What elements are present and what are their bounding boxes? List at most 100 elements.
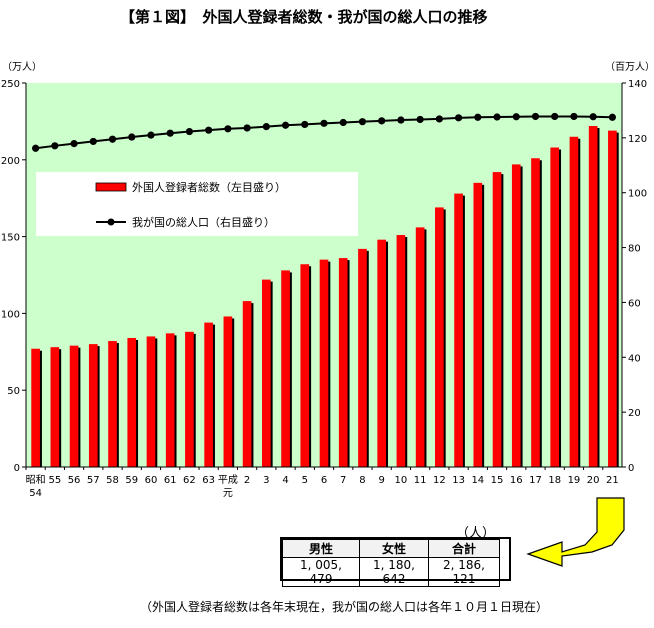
bar: [473, 182, 483, 467]
right-tick-label: 140: [628, 79, 647, 90]
right-tick-label: 80: [628, 244, 641, 255]
table-header-row: 男性 女性 合計: [282, 539, 500, 558]
population-point: [608, 113, 616, 121]
bar: [358, 248, 367, 467]
bar: [185, 331, 194, 467]
population-point: [551, 112, 559, 121]
bar: [435, 207, 444, 467]
population-point: [416, 115, 424, 124]
bar: [108, 341, 117, 467]
x-tick-label: 58: [106, 475, 119, 486]
population-point: [435, 115, 443, 123]
bar: [204, 322, 213, 467]
right-tick-label: 0: [628, 463, 634, 474]
x-tick-label: 20: [587, 475, 600, 486]
x-tick-label: 56: [68, 475, 81, 486]
value-total: 2, 186, 121: [428, 557, 500, 587]
population-point: [32, 144, 40, 152]
bar: [300, 264, 310, 467]
population-point: [185, 127, 194, 136]
line-series: [32, 112, 616, 152]
x-tick-label: 63: [202, 475, 215, 486]
population-point: [108, 135, 117, 143]
right-tick-label: 20: [628, 408, 641, 419]
header-female: 女性: [359, 539, 429, 558]
x-tick-label: 62: [183, 475, 196, 486]
population-point: [70, 140, 78, 148]
x-tick-label: 19: [568, 475, 581, 486]
population-point: [281, 121, 290, 129]
x-tick-label: 60: [145, 475, 158, 486]
chart-title: 【第１図】 外国人登録者総数・我が国の総人口の推移: [120, 8, 488, 26]
bar: [454, 193, 463, 468]
table-row: 1, 005, 479 1, 180, 642 2, 186, 121: [282, 557, 500, 587]
bar: [50, 347, 60, 467]
population-point: [378, 117, 386, 125]
bar: [127, 337, 137, 467]
value-female: 1, 180, 642: [359, 557, 429, 587]
bar: [223, 316, 233, 467]
bar: [608, 130, 617, 467]
population-point: [301, 120, 309, 129]
x-tick-label: 8: [359, 475, 365, 486]
bar: [550, 147, 560, 467]
x-tick-label: 55: [48, 475, 61, 486]
legend-box: [36, 172, 358, 236]
bar: [415, 227, 425, 467]
population-point: [397, 116, 405, 124]
bar: [69, 345, 79, 467]
left-tick-label: 200: [1, 156, 20, 167]
legend-line-label: 我が国の総人口（右目盛り）: [132, 215, 275, 229]
x-tick-label: 11: [414, 475, 427, 486]
population-point: [262, 123, 270, 131]
bar: [146, 336, 156, 467]
bar: [511, 164, 521, 467]
bar: [588, 126, 598, 468]
bar: [88, 344, 98, 467]
x-tick-label: 16: [510, 475, 523, 486]
x-tick-label: 昭和: [26, 474, 46, 486]
x-tick-label: 3: [263, 475, 269, 486]
x-tick-label: 12: [433, 475, 446, 486]
x-tick-label: 6: [321, 475, 327, 486]
population-point: [320, 119, 328, 127]
population-point: [589, 113, 597, 121]
population-point: [51, 142, 59, 150]
right-tick-label: 100: [628, 189, 647, 200]
left-tick-label: 100: [1, 309, 20, 320]
left-tick-label: 250: [1, 79, 20, 90]
bar: [242, 301, 252, 467]
x-tick-label: 7: [340, 475, 346, 486]
population-point: [166, 129, 174, 137]
x-tick-label: 21: [606, 475, 619, 486]
x-tick-label: 59: [125, 475, 138, 486]
population-point: [205, 126, 213, 134]
x-tick-label: 2: [244, 475, 250, 486]
x-tick-label: 4: [282, 475, 288, 486]
value-male: 1, 005, 479: [282, 557, 360, 587]
x-tick-label: 平成: [218, 474, 238, 486]
x-tick-label: 9: [378, 475, 384, 486]
left-tick-label: 150: [1, 233, 20, 244]
population-point: [358, 118, 367, 126]
right-tick-label: 40: [628, 353, 641, 364]
bar: [338, 258, 348, 467]
legend: 外国人登録者総数（左目盛り） 我が国の総人口（右目盛り）: [36, 172, 358, 236]
bar: [531, 158, 540, 467]
summary-table: 男性 女性 合計 1, 005, 479 1, 180, 642 2, 186,…: [282, 539, 500, 587]
footnote: （外国人登録者総数は各年末現在，我が国の総人口は各年１０月１日現在）: [140, 600, 549, 614]
population-point: [128, 133, 136, 141]
bar: [492, 172, 502, 467]
x-tick-label: 5: [302, 475, 308, 486]
population-point: [512, 113, 520, 121]
population-point: [570, 112, 578, 121]
x-tick-label: 17: [529, 475, 542, 486]
bar: [377, 239, 387, 467]
population-point: [339, 118, 347, 127]
population-point: [531, 112, 540, 121]
x-tick-label: 元: [223, 488, 233, 499]
x-tick-label: 14: [471, 475, 484, 486]
bar: [165, 333, 175, 467]
right-tick-label: 60: [628, 298, 641, 309]
